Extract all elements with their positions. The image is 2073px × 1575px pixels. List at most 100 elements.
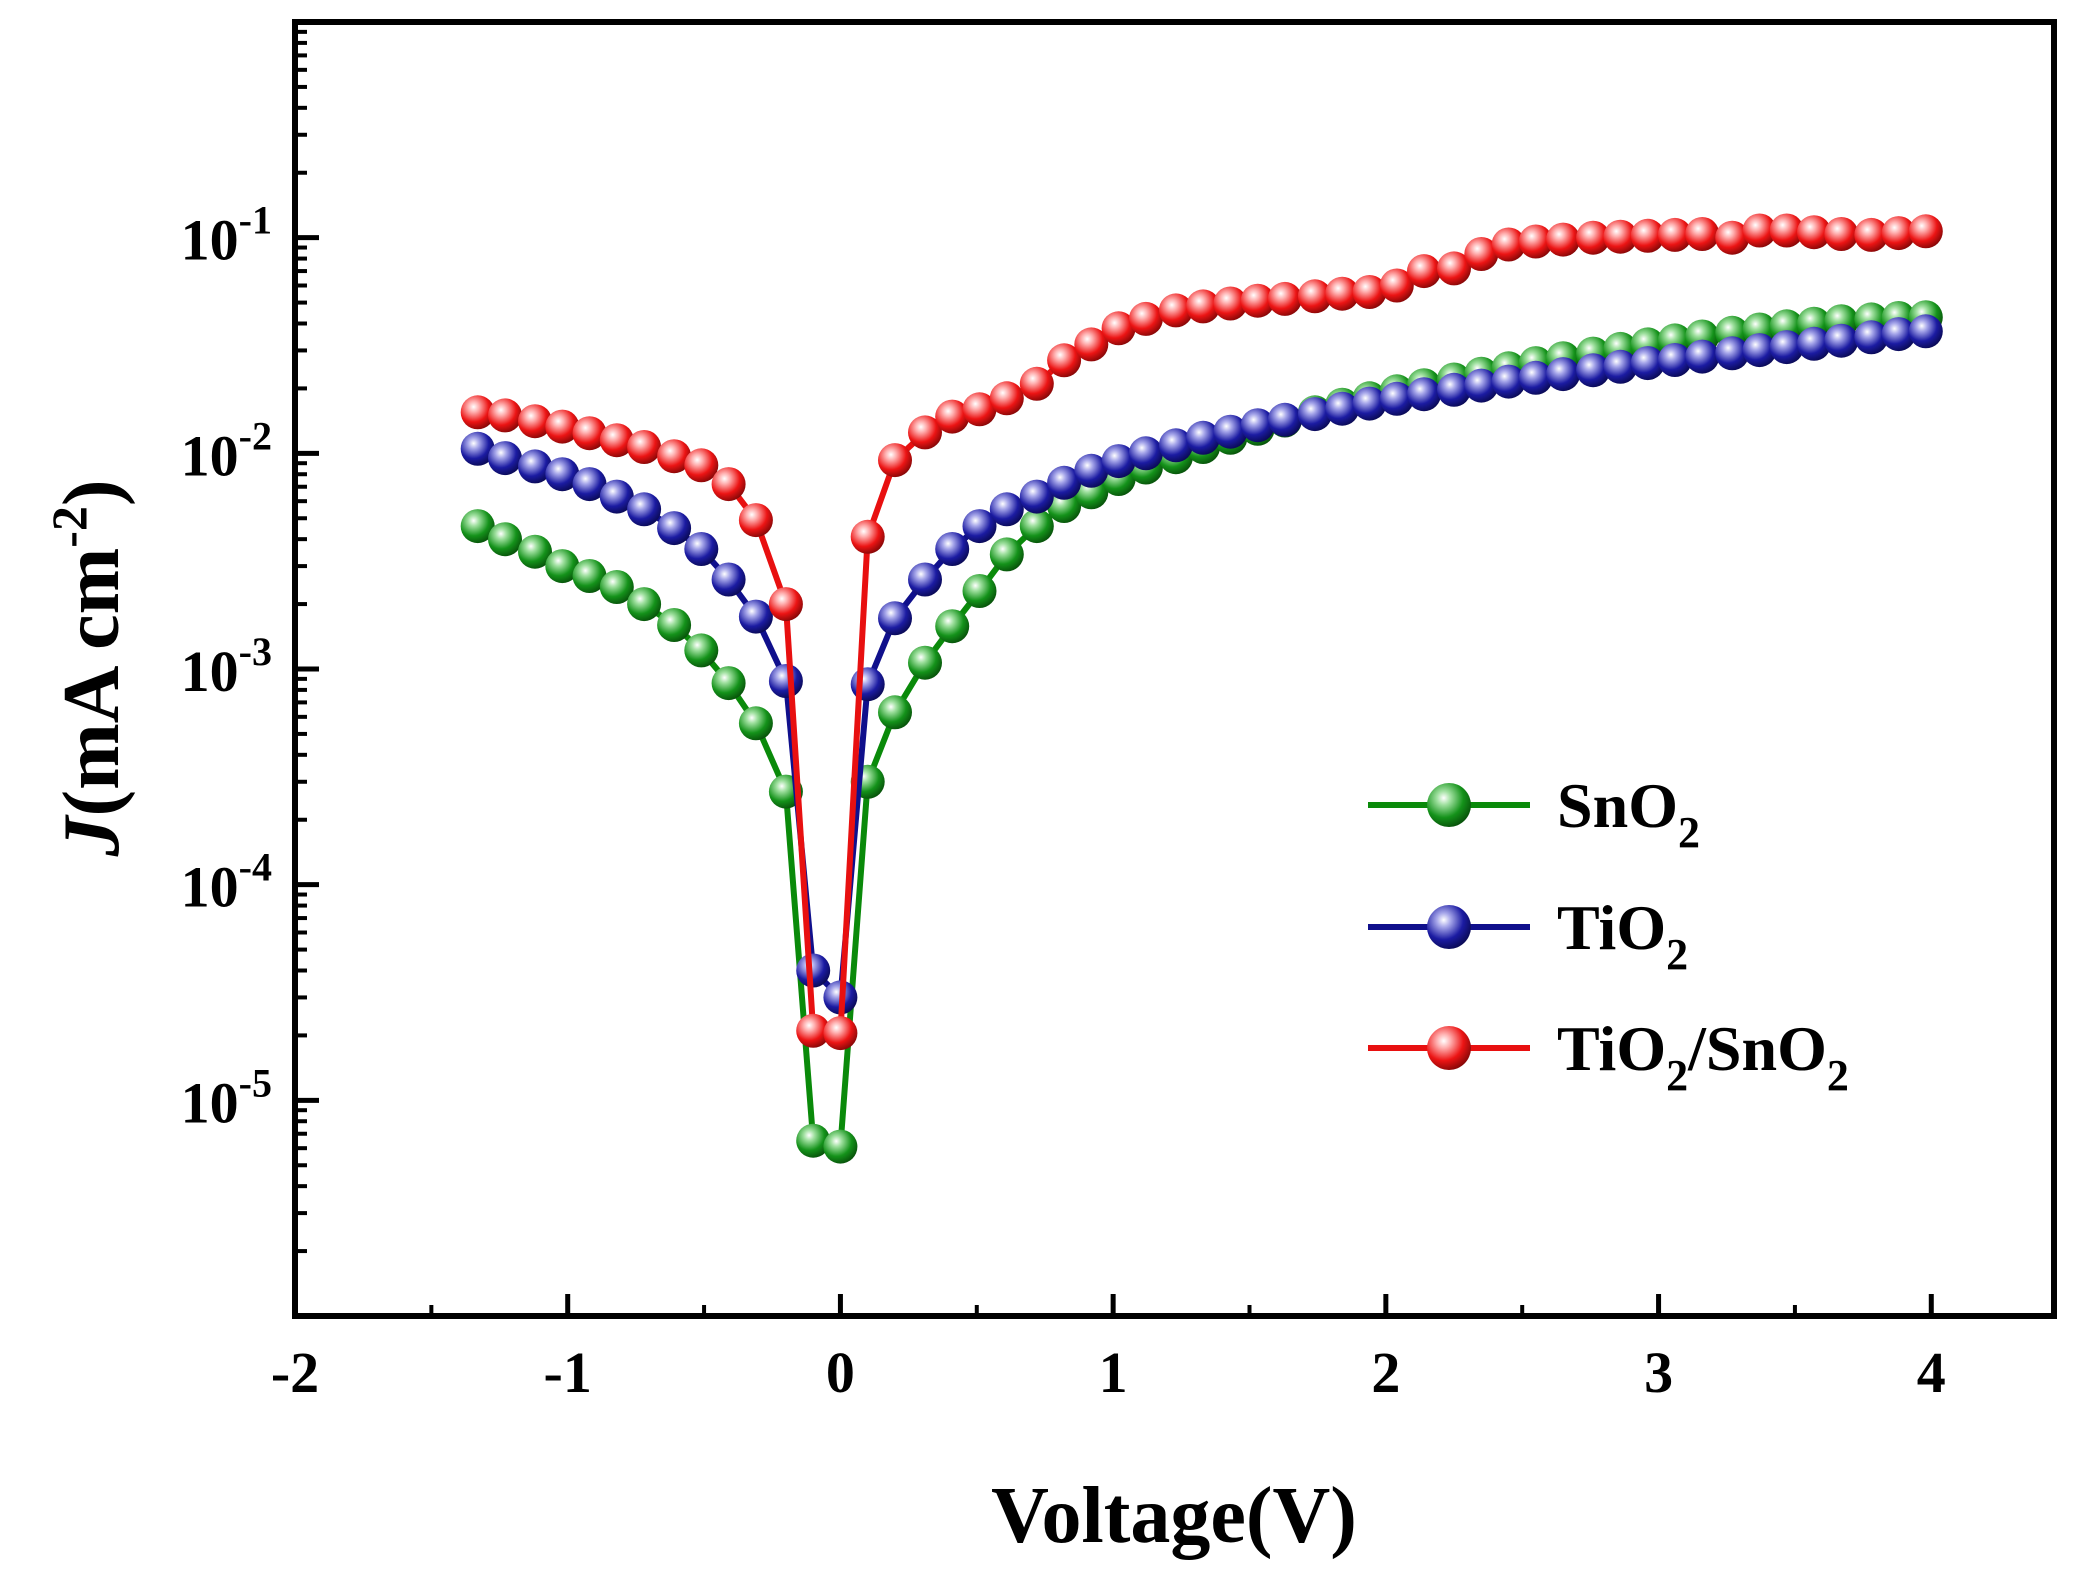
- data-point-tio2: [1325, 391, 1360, 426]
- data-point-tio2: [1019, 479, 1054, 514]
- data-point-sno2: [711, 666, 746, 701]
- data-point-tio2sno2: [1546, 222, 1581, 257]
- x-tick-label: 1: [1099, 1340, 1128, 1405]
- data-point-tio2: [1213, 414, 1248, 449]
- data-point-tio2: [1407, 377, 1441, 412]
- legend-label: TiO2/SnO2: [1557, 1013, 1849, 1100]
- data-point-sno2: [488, 522, 522, 557]
- y-axis-title-unit: (mA cm: [48, 548, 136, 817]
- data-point-tio2sno2: [1297, 279, 1332, 314]
- y-tick-label-exponent: -3: [239, 629, 272, 674]
- data-point-sno2: [1019, 509, 1054, 544]
- data-point-sno2: [627, 587, 662, 622]
- data-point-tio2sno2: [1128, 301, 1163, 336]
- y-axis-title-italic: J: [48, 814, 136, 858]
- data-point-tio2: [1518, 360, 1553, 395]
- data-point-tio2sno2: [1047, 343, 1082, 378]
- data-point-tio2: [1186, 420, 1221, 455]
- data-point-sno2: [989, 537, 1024, 572]
- data-point-sno2: [878, 695, 912, 730]
- legend: SnO2 TiO2 TiO2/SnO2: [1368, 770, 1849, 1100]
- data-point-tio2sno2: [1657, 217, 1692, 252]
- data-point-tio2: [850, 667, 885, 702]
- data-point-tio2sno2: [1325, 276, 1360, 311]
- x-axis-title: Voltage(V): [991, 1472, 1357, 1560]
- data-point-tio2sno2: [1213, 286, 1248, 321]
- data-point-tio2sno2: [1854, 217, 1889, 252]
- x-tick-label: -2: [271, 1340, 319, 1405]
- data-point-tio2: [1379, 381, 1414, 416]
- legend-label: SnO2: [1557, 770, 1700, 857]
- x-tick-label: 2: [1371, 1340, 1400, 1405]
- data-point-tio2sno2: [1379, 268, 1414, 303]
- data-point-tio2: [684, 532, 719, 566]
- data-point-tio2: [1352, 386, 1387, 421]
- data-point-tio2: [711, 562, 746, 597]
- data-point-tio2sno2: [796, 1013, 831, 1048]
- data-point-tio2sno2: [850, 519, 885, 554]
- data-point-tio2: [1491, 364, 1526, 399]
- data-point-tio2: [1854, 320, 1889, 355]
- y-tick-label-base: 10: [181, 208, 239, 273]
- y-tick-labels: 10-510-410-310-210-1: [181, 198, 272, 1136]
- data-point-tio2sno2: [1101, 311, 1136, 346]
- data-point-tio2sno2: [1715, 220, 1750, 255]
- y-axis-title-close: ): [48, 479, 136, 506]
- data-point-tio2: [1240, 408, 1275, 443]
- data-point-tio2sno2: [1769, 213, 1804, 248]
- data-point-tio2: [1742, 333, 1777, 368]
- major-ticks: [292, 235, 1934, 1316]
- data-point-tio2sno2: [1491, 227, 1526, 262]
- y-tick-label-exponent: -5: [239, 1060, 272, 1105]
- data-point-tio2sno2: [1240, 283, 1275, 318]
- data-point-tio2: [1657, 343, 1692, 377]
- data-point-tio2sno2: [989, 381, 1024, 416]
- data-point-tio2: [908, 562, 942, 597]
- y-tick-label: 10-3: [181, 629, 272, 704]
- data-point-sno2: [572, 559, 607, 593]
- data-point-tio2sno2: [1797, 215, 1831, 250]
- data-point-sno2: [460, 509, 495, 544]
- data-point-sno2: [684, 633, 719, 668]
- series-tio2: [460, 314, 1943, 1015]
- plot-frame: [292, 19, 2057, 1319]
- data-point-tio2: [657, 511, 692, 546]
- data-point-tio2: [1464, 368, 1499, 403]
- data-point-tio2: [1630, 346, 1665, 381]
- data-point-tio2: [1797, 326, 1831, 361]
- y-tick-label-exponent: -2: [239, 413, 272, 458]
- y-tick-label: 10-2: [181, 413, 272, 488]
- data-point-tio2sno2: [1464, 237, 1499, 271]
- data-point-tio2sno2: [657, 439, 692, 474]
- data-point-tio2: [796, 953, 831, 988]
- x-tick-label: -1: [544, 1340, 592, 1405]
- data-point-tio2: [1769, 330, 1804, 365]
- data-point-sno2: [935, 609, 970, 644]
- data-point-tio2sno2: [1576, 220, 1611, 255]
- legend-marker: [1427, 783, 1471, 827]
- data-point-tio2sno2: [488, 398, 522, 433]
- data-point-tio2sno2: [1186, 289, 1221, 324]
- x-tick-label: 3: [1644, 1340, 1673, 1405]
- data-point-tio2sno2: [518, 404, 552, 439]
- data-point-tio2: [1267, 402, 1302, 437]
- data-point-tio2sno2: [962, 392, 997, 427]
- data-point-tio2sno2: [908, 415, 942, 450]
- data-point-tio2sno2: [1603, 219, 1638, 254]
- y-tick-label-base: 10: [181, 1070, 239, 1135]
- data-point-tio2sno2: [572, 416, 607, 451]
- data-point-tio2: [989, 492, 1024, 527]
- data-point-tio2: [1824, 323, 1859, 358]
- data-point-tio2sno2: [935, 399, 970, 434]
- data-point-tio2: [460, 431, 495, 466]
- data-point-tio2: [1908, 314, 1943, 349]
- legend-marker: [1427, 1026, 1471, 1070]
- data-point-tio2sno2: [1019, 366, 1054, 401]
- data-point-tio2: [738, 599, 773, 634]
- data-point-tio2: [599, 479, 634, 514]
- data-point-tio2sno2: [1437, 251, 1471, 286]
- x-tick-label: 0: [826, 1340, 855, 1405]
- y-tick-label-exponent: -4: [239, 845, 272, 890]
- data-point-tio2: [572, 467, 607, 502]
